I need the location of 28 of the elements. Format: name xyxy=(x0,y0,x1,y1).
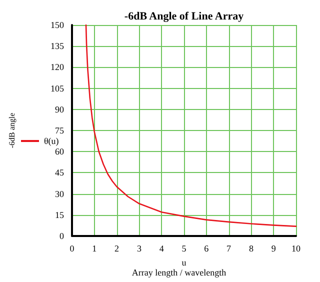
x-tick-label: 10 xyxy=(292,244,301,254)
x-tick-label: 0 xyxy=(70,244,75,254)
x-tick-label: 9 xyxy=(271,244,276,254)
x-axis-title: u xyxy=(182,257,187,268)
y-tick-label: 60 xyxy=(55,146,64,157)
x-tick-label: 7 xyxy=(226,244,232,254)
y-tick-label: 0 xyxy=(60,231,64,241)
x-tick-label: 2 xyxy=(114,244,120,254)
y-axis-title: -6dB angle xyxy=(8,112,16,148)
text: Array length / wavelength xyxy=(132,268,227,278)
y-tick-label: 135 xyxy=(50,41,64,52)
x-tick-label: 4 xyxy=(159,244,164,254)
y-tick-label: 75 xyxy=(55,126,64,136)
y-tick-label: 45 xyxy=(55,168,64,178)
x-tick-label: 1 xyxy=(92,244,97,254)
y-tick-label: 150 xyxy=(50,20,64,30)
chart-title: -6dB Angle of Line Array xyxy=(124,10,244,22)
x-tick-label: 6 xyxy=(204,244,210,254)
y-tick-label: 15 xyxy=(55,210,64,220)
y-tick-label: 30 xyxy=(55,188,64,199)
y-tick-label: 90 xyxy=(55,104,64,114)
x-tick-label: 8 xyxy=(248,244,254,254)
line-series xyxy=(85,24,297,227)
x-tick-label: 3 xyxy=(136,244,142,254)
y-tick-label: 120 xyxy=(50,62,64,72)
y-tick-label: 105 xyxy=(50,83,64,94)
legend-label: θ(u) xyxy=(44,136,59,146)
x-tick-label: 5 xyxy=(182,244,187,254)
